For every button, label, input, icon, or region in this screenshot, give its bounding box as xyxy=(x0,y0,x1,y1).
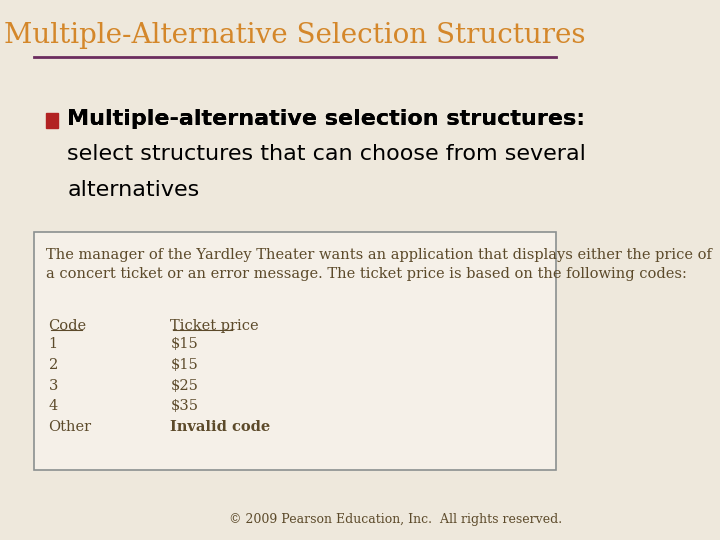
Text: 1: 1 xyxy=(48,338,58,352)
Text: alternatives: alternatives xyxy=(67,179,199,200)
FancyBboxPatch shape xyxy=(35,232,556,470)
Text: $15: $15 xyxy=(171,338,198,352)
Text: $15: $15 xyxy=(171,358,198,372)
Text: The manager of the Yardley Theater wants an application that displays either the: The manager of the Yardley Theater wants… xyxy=(46,248,711,281)
Text: 3: 3 xyxy=(48,379,58,393)
Text: Invalid code: Invalid code xyxy=(171,420,271,434)
Text: $35: $35 xyxy=(171,399,199,413)
Text: 4: 4 xyxy=(48,399,58,413)
Text: 2: 2 xyxy=(48,358,58,372)
Bar xyxy=(46,113,58,128)
Text: © 2009 Pearson Education, Inc.  All rights reserved.: © 2009 Pearson Education, Inc. All right… xyxy=(228,514,562,526)
Text: select structures that can choose from several: select structures that can choose from s… xyxy=(67,144,586,165)
Text: Multiple-Alternative Selection Structures: Multiple-Alternative Selection Structure… xyxy=(4,22,586,49)
Text: $25: $25 xyxy=(171,379,198,393)
Text: Code: Code xyxy=(48,319,86,333)
Text: Multiple-alternative selection structures: Multiple-alternative selection structure… xyxy=(67,109,577,130)
Text: Other: Other xyxy=(48,420,91,434)
Text: Multiple-alternative selection structures:: Multiple-alternative selection structure… xyxy=(67,109,585,130)
Text: Ticket price: Ticket price xyxy=(171,319,259,333)
